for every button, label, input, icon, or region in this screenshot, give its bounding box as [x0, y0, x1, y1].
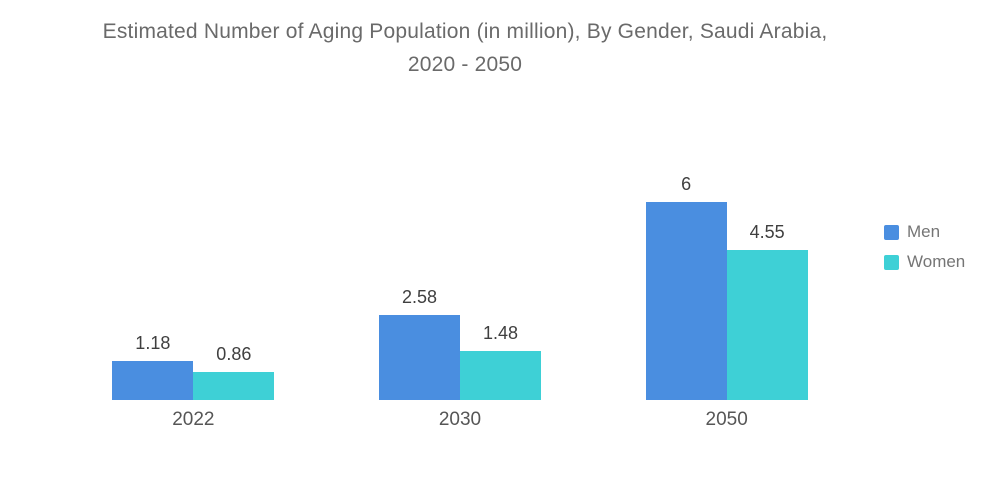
bar-value-label: 2.58	[401, 287, 438, 307]
bar-women-2050[interactable]: 4.55	[726, 222, 808, 400]
bar-group-2022: 1.18 0.86 2022	[112, 333, 275, 430]
bar-women-2030[interactable]: 1.48	[459, 323, 541, 400]
plot-area: 1.18 0.86 2022 2.58 1.48 2030 6 4.55 2050	[60, 100, 860, 430]
legend-swatch-icon	[884, 254, 899, 270]
bar-group-2050: 6 4.55 2050	[645, 174, 808, 430]
bar-value-label: 6	[681, 174, 692, 194]
bar-value-label: 0.86	[216, 344, 252, 364]
bar-group-2030: 2.58 1.48 2030	[378, 287, 541, 430]
category-label-2022: 2022	[172, 409, 215, 430]
category-label-2030: 2030	[438, 409, 482, 430]
bar-men-2030[interactable]: 2.58	[378, 287, 460, 400]
legend-item-women[interactable]: Women	[884, 252, 965, 272]
bar-women-2022[interactable]: 0.86	[193, 344, 275, 400]
legend-label: Women	[907, 252, 966, 271]
legend: Men Women	[884, 222, 965, 272]
legend-swatch-icon	[884, 224, 899, 240]
bar-men-2050[interactable]: 6	[645, 174, 727, 400]
bar-value-label: 1.48	[482, 323, 519, 343]
bar-value-label: 1.18	[135, 333, 171, 353]
category-label-2050: 2050	[705, 409, 748, 430]
legend-label: Men	[907, 222, 941, 241]
chart-title: Estimated Number of Aging Population (in…	[102, 20, 828, 76]
legend-item-men[interactable]: Men	[884, 222, 965, 242]
bar-men-2022[interactable]: 1.18	[112, 333, 194, 400]
bar-value-label: 4.55	[749, 222, 785, 242]
